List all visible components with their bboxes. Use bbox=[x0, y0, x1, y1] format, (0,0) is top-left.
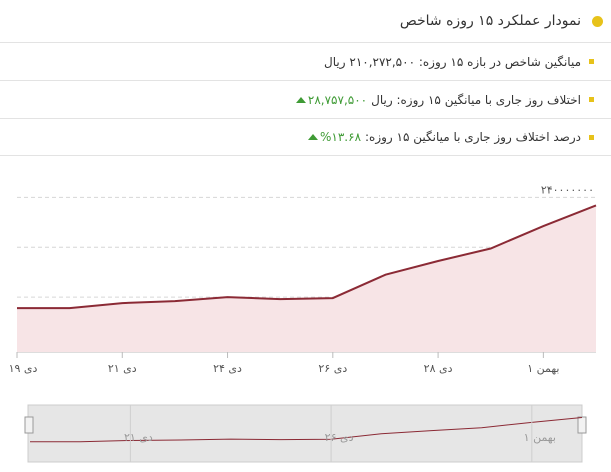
x-tick-label: دی ۲۱ bbox=[108, 362, 137, 375]
area bbox=[17, 205, 596, 352]
x-tick-label: دی ۲۶ bbox=[318, 362, 347, 375]
x-tick-label: دی ۱۹ bbox=[9, 362, 38, 375]
stat-value: ۲۸,۷۵۷,۵۰۰ bbox=[307, 92, 368, 107]
navigator-handle[interactable] bbox=[24, 416, 34, 434]
x-tick-label: بهمن ۱ bbox=[527, 362, 559, 375]
stat-label: میانگین شاخص در بازه ۱۵ روزه: bbox=[418, 54, 581, 69]
stat-unit: ریال bbox=[371, 92, 393, 107]
header: نمودار عملکرد ۱۵ روزه شاخص bbox=[0, 0, 611, 43]
navigator bbox=[27, 404, 583, 463]
x-tick-label: دی ۲۴ bbox=[213, 362, 242, 375]
stat-row: میانگین شاخص در بازه ۱۵ روزه: ۲۱۰,۲۷۲,۵۰… bbox=[0, 43, 611, 81]
header-dot bbox=[592, 16, 603, 27]
y-tick-label: ۲۲۰۰۰۰۰۰۰ bbox=[541, 233, 594, 246]
y-tick-label: ۲۰۰۰۰۰۰۰۰ bbox=[541, 283, 594, 296]
navigator-label: دی ۲۱ bbox=[124, 431, 153, 444]
up-arrow bbox=[308, 134, 319, 140]
bullet bbox=[589, 134, 594, 140]
y-tick-label: ۲۴۰۰۰۰۰۰۰ bbox=[541, 183, 594, 196]
stat-row: درصد اختلاف روز جاری با میانگین ۱۵ روزه:… bbox=[0, 119, 611, 156]
bullet bbox=[589, 59, 594, 64]
stat-row: اختلاف روز جاری با میانگین ۱۵ روزه: ریال… bbox=[0, 81, 611, 119]
bullet bbox=[589, 97, 594, 102]
line bbox=[17, 204, 597, 310]
y-tick-label: ۱۸۰۰۰۰۰۰۰ bbox=[541, 333, 594, 346]
navigator-label: دی ۲۶ bbox=[325, 431, 354, 444]
x-tick-label: دی ۲۸ bbox=[424, 362, 453, 375]
stat-label: اختلاف روز جاری با میانگین ۱۵ روزه: bbox=[396, 92, 581, 107]
stat-label: درصد اختلاف روز جاری با میانگین ۱۵ روزه: bbox=[365, 130, 581, 144]
stat-value: ۲۱۰,۲۷۲,۵۰۰ bbox=[349, 54, 416, 69]
navigator-handle[interactable] bbox=[577, 416, 587, 434]
navigator-label: بهمن ۱ bbox=[524, 431, 556, 444]
stat-unit: ریال bbox=[324, 54, 346, 69]
stat-value: %۱۳.۶۸ bbox=[320, 130, 362, 144]
header-title: نمودار عملکرد ۱۵ روزه شاخص bbox=[399, 13, 581, 29]
navigator-line bbox=[30, 417, 583, 443]
up-arrow bbox=[295, 96, 306, 103]
